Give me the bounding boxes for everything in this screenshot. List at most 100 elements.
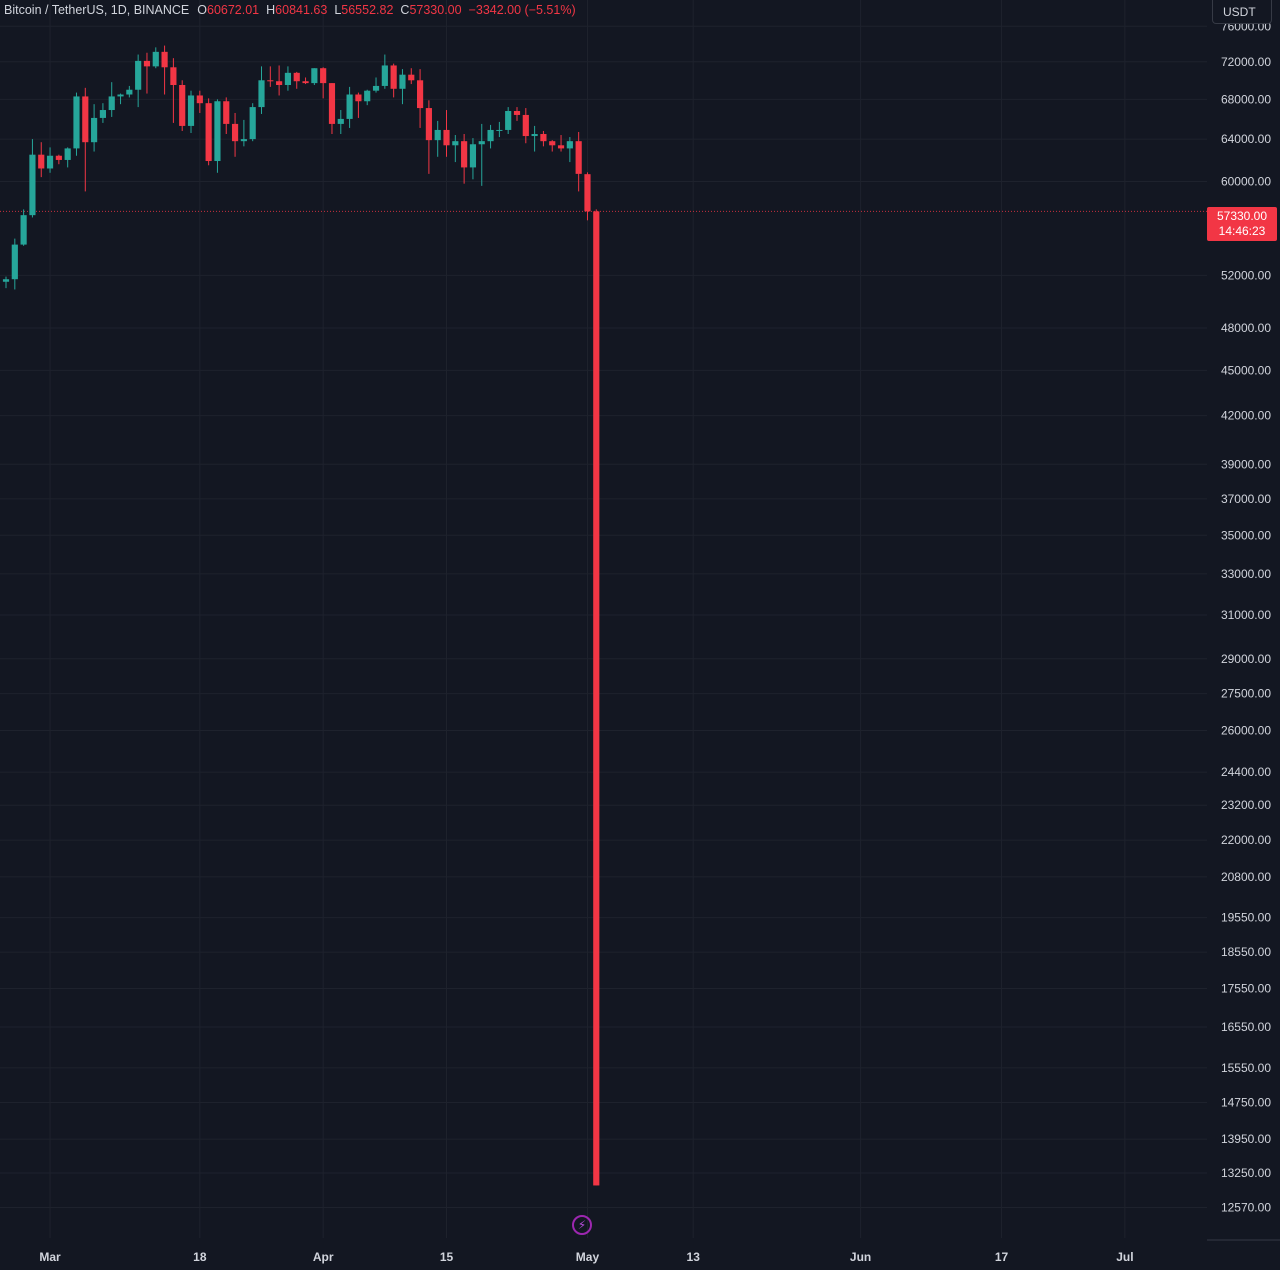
- candle-body: [328, 83, 336, 124]
- candle-body: [73, 96, 80, 149]
- candle-up: [566, 137, 573, 163]
- candle-up: [399, 69, 406, 105]
- price-tick-label: 17550.00: [1221, 981, 1271, 995]
- candle-body: [496, 129, 503, 131]
- candle-down: [522, 108, 529, 144]
- candle-body: [276, 81, 283, 85]
- candle-body: [575, 141, 582, 174]
- candle-body: [302, 81, 309, 84]
- time-tick-label: Apr: [313, 1250, 334, 1264]
- candle-down: [161, 45, 168, 95]
- candle-down: [416, 69, 424, 128]
- candle-body: [179, 84, 186, 126]
- price-tick-label: 45000.00: [1221, 363, 1271, 377]
- candle-body: [126, 89, 133, 95]
- candle-up: [46, 147, 54, 173]
- candle-down: [443, 110, 450, 157]
- candle-up: [311, 68, 318, 85]
- candle-body: [408, 74, 415, 81]
- candle-body: [487, 129, 494, 142]
- candle-body: [196, 95, 203, 104]
- price-tick-label: 22000.00: [1221, 833, 1271, 847]
- candle-down: [276, 65, 283, 96]
- candle-body: [29, 154, 36, 216]
- candle-down: [196, 90, 203, 113]
- candle-body: [293, 72, 300, 82]
- price-tick-label: 15550.00: [1221, 1061, 1271, 1075]
- candle-down: [143, 52, 151, 94]
- candle-down: [328, 83, 336, 135]
- candle-down: [82, 87, 89, 192]
- open-label: O: [197, 3, 207, 17]
- lightning-icon[interactable]: ⚡: [572, 1215, 592, 1235]
- candle-body: [2, 279, 10, 282]
- candle-body: [593, 211, 600, 1186]
- price-tick-label: 14750.00: [1221, 1096, 1271, 1110]
- candle-body: [249, 107, 256, 140]
- candle-down: [540, 130, 547, 147]
- price-tick-label: 13950.00: [1221, 1132, 1271, 1146]
- candle-up: [434, 120, 441, 157]
- candle-down: [267, 66, 274, 87]
- candle-down: [223, 97, 230, 135]
- candle-up: [126, 85, 133, 98]
- time-axis[interactable]: Mar 18 Apr 15 May 13 Jun 17 Jul: [39, 1239, 1280, 1264]
- price-tick-label: 18550.00: [1221, 945, 1271, 959]
- price-tick-label: 39000.00: [1221, 457, 1271, 471]
- candle-up: [64, 147, 71, 168]
- candle-body: [320, 68, 327, 84]
- price-tick-label: 13250.00: [1221, 1166, 1271, 1180]
- price-tick-label: 20800.00: [1221, 870, 1271, 884]
- last-price-label: 57330.00 14:46:23: [1207, 207, 1277, 241]
- candle-up: [487, 124, 494, 149]
- candle-body: [240, 139, 247, 142]
- high-label: H: [266, 3, 276, 17]
- candle-body: [117, 94, 124, 97]
- candle-body: [434, 129, 441, 141]
- candle-body: [584, 174, 591, 212]
- grid-lines: [0, 0, 1207, 1238]
- candle-up: [214, 99, 221, 173]
- candle-body: [214, 101, 221, 162]
- candle-up: [478, 123, 485, 186]
- candle-up: [152, 47, 159, 69]
- candle-body: [452, 141, 459, 146]
- price-tick-label: 72000.00: [1221, 55, 1271, 69]
- candle-down: [584, 172, 591, 221]
- candle-up: [11, 238, 18, 290]
- candles: [2, 45, 600, 1186]
- price-tick-label: 52000.00: [1221, 268, 1271, 282]
- price-tick-label: 37000.00: [1221, 492, 1271, 506]
- candle-body: [416, 80, 424, 109]
- low-label: L: [334, 3, 342, 17]
- close-value: 57330.00: [409, 3, 462, 17]
- low-value: 56552.82: [341, 3, 394, 17]
- candle-up: [91, 104, 98, 152]
- price-tick-label: 16550.00: [1221, 1020, 1271, 1034]
- symbol-title[interactable]: Bitcoin / TetherUS, 1D, BINANCE: [4, 3, 190, 17]
- candle-body: [381, 65, 388, 86]
- candle-body: [82, 96, 89, 143]
- price-axis[interactable]: 76000.0072000.0068000.0064000.0060000.00…: [1221, 19, 1271, 1214]
- candle-body: [267, 80, 274, 82]
- time-tick-label: 13: [687, 1250, 701, 1264]
- candle-down: [170, 58, 177, 123]
- currency-button[interactable]: USDT: [1212, 0, 1272, 24]
- candle-body: [223, 101, 230, 124]
- candle-up: [284, 66, 292, 91]
- candle-up: [187, 90, 195, 133]
- candle-up: [258, 66, 265, 114]
- candle-body: [337, 118, 344, 124]
- candle-body: [513, 111, 521, 115]
- candle-down: [549, 140, 556, 152]
- candle-body: [531, 134, 538, 137]
- symbol-legend[interactable]: Bitcoin / TetherUS, 1D, BINANCE O60672.01…: [4, 3, 583, 17]
- candle-body: [38, 154, 45, 169]
- open-value: 60672.01: [207, 3, 260, 17]
- candle-up: [372, 77, 380, 93]
- candle-down: [293, 71, 300, 89]
- candle-body: [364, 90, 371, 102]
- price-tick-label: 26000.00: [1221, 723, 1271, 737]
